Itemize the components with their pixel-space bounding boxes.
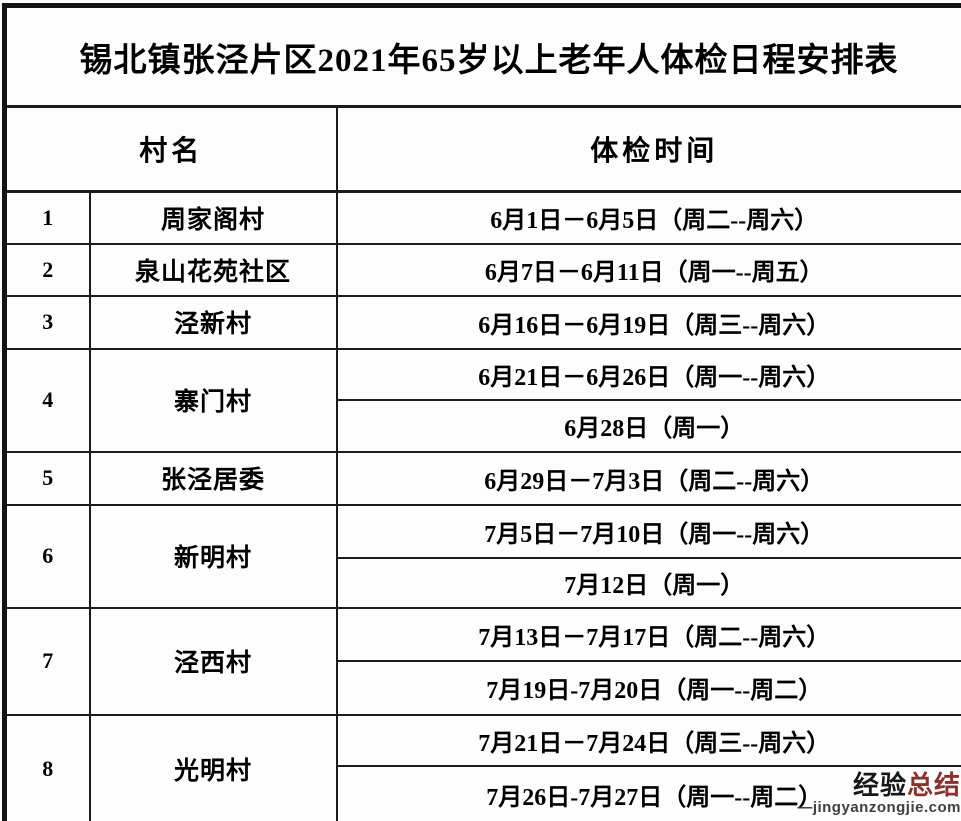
checkup-time: 6月29日－7月3日（周二--周六）: [335, 450, 961, 506]
row-number: 2: [3, 242, 91, 297]
schedule-table: 锡北镇张泾片区2021年65岁以上老年人体检日程安排表 村名 体检时间 1 周家…: [2, 3, 961, 821]
row-number: 8: [3, 713, 91, 821]
row-number: 1: [3, 190, 91, 245]
checkup-time: 7月12日（周一）: [335, 556, 961, 609]
village-name: 光明村: [88, 713, 338, 821]
watermark-domain: —jingyanzongjie.com: [797, 799, 961, 816]
village-name: 寨门村: [88, 347, 338, 453]
table-row: 7月19日-7月20日（周一--周二）: [5, 659, 961, 716]
title-row: 锡北镇张泾片区2021年65岁以上老年人体检日程安排表: [3, 4, 961, 108]
header-row: 村名 体检时间: [3, 105, 961, 193]
checkup-time: 7月21日－7月24日（周三--周六）: [335, 713, 961, 767]
table-row: 5 张泾居委 6月29日－7月3日（周二--周六）: [3, 450, 961, 506]
village-name: 泉山花苑社区: [88, 242, 338, 297]
checkup-time: 6月7日－6月11日（周一--周五）: [335, 242, 961, 297]
village-name: 泾新村: [88, 294, 338, 350]
row-number: 4: [3, 347, 91, 453]
watermark: 经验总结 —jingyanzongjie.com: [797, 772, 961, 815]
column-header-time: 体检时间: [335, 105, 961, 193]
checkup-time: 7月13日－7月17日（周二--周六）: [335, 606, 961, 662]
village-name: 张泾居委: [88, 450, 338, 506]
row-number: 7: [3, 606, 91, 716]
table-row: 6 新明村 7月5日－7月10日（周一--周六）: [3, 503, 961, 609]
table-row: 7月12日（周一）: [5, 556, 961, 609]
village-name: 泾西村: [88, 606, 338, 716]
row-number: 5: [3, 450, 91, 506]
village-name: 新明村: [88, 503, 338, 609]
table-row: 7月26日-7月27日（周一--周二）: [5, 764, 961, 821]
checkup-time: 6月1日－6月5日（周二--周六）: [335, 190, 961, 245]
table-row: 3 泾新村 6月16日－6月19日（周三--周六）: [3, 294, 961, 350]
checkup-time: 6月28日（周一）: [335, 398, 961, 453]
checkup-time: 7月5日－7月10日（周一--周六）: [335, 503, 961, 559]
table-row: 1 周家阁村 6月1日－6月5日（周二--周六）: [3, 190, 961, 245]
row-number: 6: [3, 503, 91, 609]
checkup-time: 7月19日-7月20日（周一--周二）: [335, 659, 961, 716]
page-title: 锡北镇张泾片区2021年65岁以上老年人体检日程安排表: [3, 4, 961, 108]
table-row: 6月28日（周一）: [5, 398, 961, 453]
table-row: 8 光明村 7月21日－7月24日（周三--周六）: [3, 713, 961, 821]
table-row: 2 泉山花苑社区 6月7日－6月11日（周一--周五）: [3, 242, 961, 297]
table-row: 4 寨门村 6月21日－6月26日（周一--周六）: [3, 347, 961, 453]
watermark-brand-black: 经验: [852, 770, 907, 800]
checkup-time: 7月26日-7月27日（周一--周二）: [335, 764, 961, 821]
column-header-village: 村名: [3, 105, 338, 193]
row-number: 3: [3, 294, 91, 350]
watermark-brand-red: 总结: [906, 770, 961, 800]
village-name: 周家阁村: [88, 190, 338, 245]
checkup-time: 6月21日－6月26日（周一--周六）: [335, 347, 961, 401]
watermark-brand: 经验总结: [797, 772, 961, 798]
checkup-time: 6月16日－6月19日（周三--周六）: [335, 294, 961, 350]
table-row: 7 泾西村 7月13日－7月17日（周二--周六）: [3, 606, 961, 716]
